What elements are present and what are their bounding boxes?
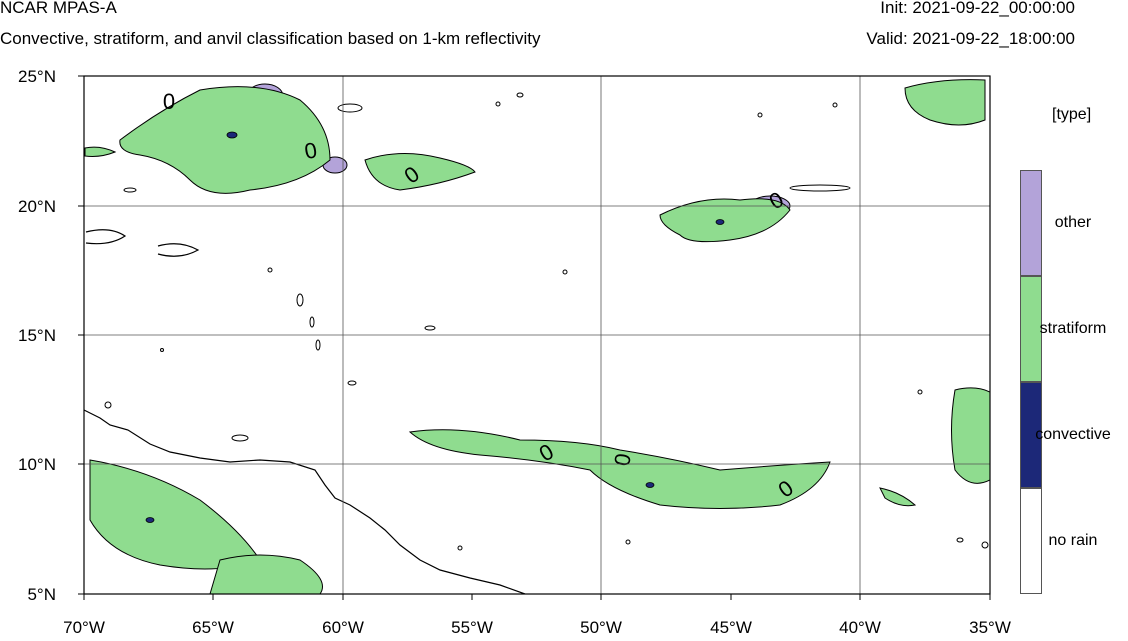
contour-specks: [104, 92, 989, 551]
gridlines: [84, 76, 990, 594]
precip-other: [246, 81, 988, 490]
lat-label: 10°N: [18, 455, 56, 474]
legend-label-stratiform: stratiform: [1039, 320, 1107, 337]
coastline: [84, 409, 526, 594]
lon-label: 65°W: [192, 618, 234, 637]
coastline: [85, 229, 127, 245]
precip-convective: [145, 131, 725, 523]
coastline: [157, 243, 200, 257]
lon-label: 35°W: [969, 618, 1011, 637]
lon-label: 60°W: [322, 618, 364, 637]
lon-label: 70°W: [63, 618, 105, 637]
contour-label: 0: [302, 137, 318, 164]
map-subtitle: Convective, stratiform, and anvil classi…: [0, 29, 541, 48]
lat-label: 5°N: [27, 585, 56, 604]
legend-swatch-no-rain: [1020, 488, 1042, 594]
legend-swatch-other: [1020, 170, 1042, 276]
legend-label-convective: convective: [1035, 426, 1111, 443]
valid-time: Valid: 2021-09-22_18:00:00: [866, 29, 1075, 48]
map-title: NCAR MPAS-A: [0, 0, 117, 17]
legend-swatch-stratiform: [1020, 276, 1042, 382]
legend-label-no-rain: no rain: [1048, 532, 1098, 549]
lat-label: 25°N: [18, 67, 56, 86]
precip-stratiform: [84, 79, 990, 594]
legend-label-other: other: [1054, 214, 1092, 231]
lat-label: 20°N: [18, 197, 56, 216]
lon-label: 50°W: [580, 618, 622, 637]
lon-label: 40°W: [839, 618, 881, 637]
lon-label: 55°W: [451, 618, 493, 637]
contour-label: 0: [163, 89, 175, 114]
axis-ticks: [78, 75, 991, 600]
init-time: Init: 2021-09-22_00:00:00: [880, 0, 1075, 17]
lon-label: 45°W: [710, 618, 752, 637]
legend-title: [type]: [1052, 106, 1092, 123]
legend-swatch-convective: [1020, 382, 1042, 488]
lat-label: 15°N: [18, 326, 56, 345]
map-field: 0 0 0 0 0 0 0: [84, 79, 990, 594]
